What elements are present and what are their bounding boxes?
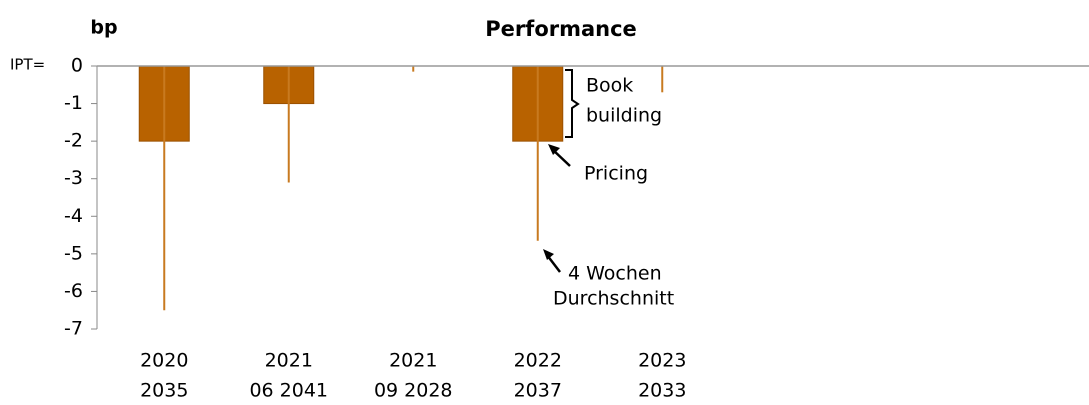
- brace: [565, 69, 580, 138]
- zero-label: IPT=: [10, 56, 45, 74]
- y-tick-label: -2: [64, 130, 83, 152]
- y-tick-label: -6: [64, 280, 83, 302]
- y-tick-label: -7: [64, 318, 83, 340]
- x-tick-label: 2035: [140, 380, 188, 402]
- x-tick-label: 2033: [638, 380, 686, 402]
- x-tick-label: 09 2028: [374, 380, 453, 402]
- x-tick-label: 2022: [514, 350, 562, 372]
- x-tick-label: 2037: [514, 380, 562, 402]
- y-tick-label: -3: [64, 167, 83, 189]
- y-axis-label: bp: [90, 17, 117, 39]
- annotation: Book: [586, 75, 633, 97]
- x-tick-label: 2023: [638, 350, 686, 372]
- x-tick-label: 2021: [389, 350, 437, 372]
- x-tick-label: 2020: [140, 350, 188, 372]
- y-tick-label: -5: [64, 242, 83, 264]
- arrow-head: [548, 144, 560, 155]
- annotation: building: [586, 105, 662, 127]
- annotation: Pricing: [584, 163, 648, 185]
- y-tick-label: -4: [64, 205, 83, 227]
- arrow-head: [543, 249, 554, 260]
- chart-title: Performance: [485, 17, 637, 41]
- y-tick-label: -1: [64, 92, 83, 114]
- annotation: 4 Wochen: [568, 263, 662, 285]
- annotation: Durchschnitt: [553, 288, 674, 310]
- x-tick-label: 06 2041: [249, 380, 328, 402]
- y-tick-label: 0: [71, 55, 83, 77]
- x-tick-label: 2021: [265, 350, 313, 372]
